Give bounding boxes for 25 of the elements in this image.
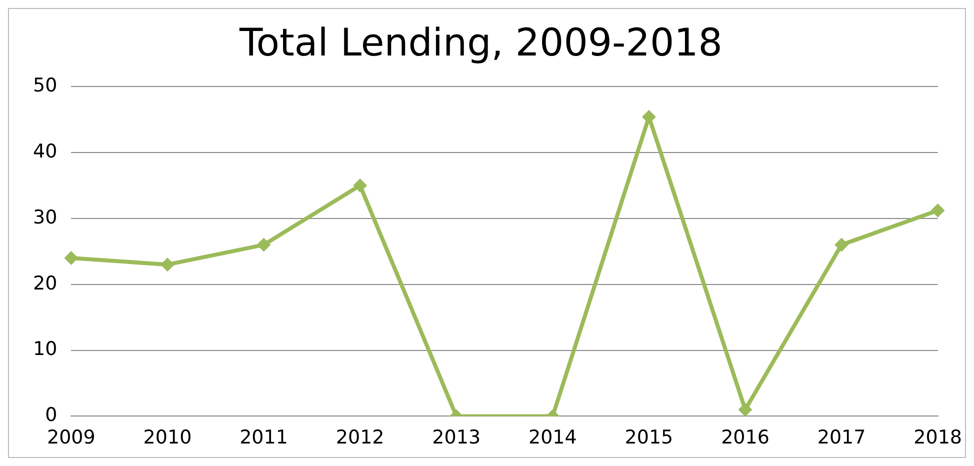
point [353,178,368,192]
x-tick-label: 2017 [817,426,866,449]
x-tick-label: 2015 [624,426,674,449]
chart-title: Total Lending, 2009-2018 [238,20,722,65]
point [834,238,849,252]
x-tick-label: 2018 [914,426,962,449]
x-tick-label: 2016 [721,426,770,449]
x-tick-label: 2013 [432,426,481,449]
x-tick-label: 2014 [528,426,577,449]
y-tick-label: 50 [32,74,58,97]
x-tick-label: 2009 [46,426,96,449]
x-tick-label: 2012 [336,426,384,449]
y-tick-label: 0 [45,404,58,426]
x-tick-label: 2010 [143,426,192,449]
y-tick-label: 30 [32,206,58,228]
point [256,238,271,252]
point [930,204,945,218]
x-tick-label: 2011 [240,426,288,449]
point [642,110,656,124]
y-tick-label: 20 [32,272,58,294]
point [738,402,752,416]
y-tick-label: 40 [32,140,58,162]
y-tick-label: 10 [32,338,58,360]
point [160,258,174,272]
point [64,250,78,265]
